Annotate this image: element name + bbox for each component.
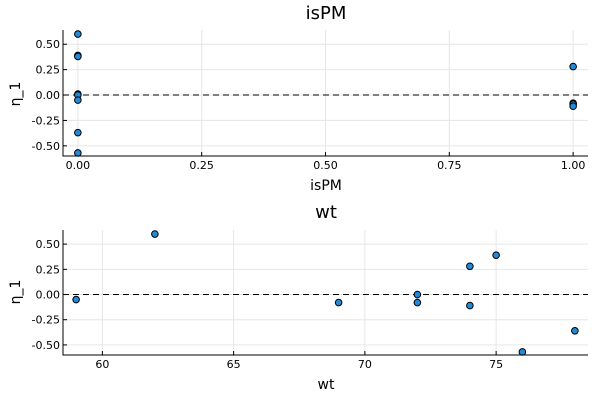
data-point bbox=[334, 298, 343, 307]
y-tick-label: -0.25 bbox=[32, 114, 60, 127]
panel-title: wt bbox=[315, 202, 337, 223]
data-point bbox=[569, 102, 577, 111]
y-tick-labels: -0.50 -0.25 0.00 0.25 0.50 bbox=[32, 238, 67, 352]
x-axis-label: wt bbox=[318, 377, 335, 393]
y-tick-label: 0.00 bbox=[36, 289, 61, 302]
x-tick-label: 0.00 bbox=[66, 159, 91, 172]
data-point bbox=[413, 298, 422, 307]
y-tick-label: 0.00 bbox=[36, 89, 61, 102]
y-tick-label: -0.50 bbox=[32, 140, 60, 153]
data-point bbox=[74, 30, 82, 38]
x-tick-label: 75 bbox=[489, 358, 503, 371]
y-tick-label: -0.25 bbox=[32, 314, 60, 327]
x-tick-label: 70 bbox=[358, 358, 372, 371]
y-axis-label: η_1 bbox=[8, 280, 24, 305]
data-point bbox=[569, 62, 577, 71]
x-tick-labels: 60 65 70 75 bbox=[95, 351, 503, 371]
data-point bbox=[413, 290, 422, 299]
data-points bbox=[74, 30, 577, 157]
y-tick-label: 0.25 bbox=[36, 64, 61, 77]
data-point bbox=[151, 230, 159, 238]
panel-title: isPM bbox=[306, 3, 347, 24]
x-axis-label: isPM bbox=[310, 178, 342, 194]
data-points bbox=[72, 230, 579, 356]
data-point bbox=[74, 149, 82, 157]
data-point bbox=[492, 251, 500, 260]
y-tick-labels: -0.50 -0.25 0.00 0.25 0.50 bbox=[32, 38, 67, 153]
y-tick-label: 0.50 bbox=[36, 238, 61, 251]
axis-frame bbox=[62, 230, 588, 356]
axis-frame bbox=[62, 30, 588, 157]
grid-lines bbox=[63, 30, 588, 156]
data-point bbox=[571, 327, 579, 335]
data-point bbox=[74, 128, 82, 137]
x-tick-label: 1.00 bbox=[561, 159, 586, 172]
y-tick-label: 0.50 bbox=[36, 38, 61, 51]
y-tick-label: 0.25 bbox=[36, 263, 61, 276]
data-point bbox=[74, 96, 82, 104]
data-point bbox=[466, 262, 474, 271]
data-point bbox=[72, 295, 80, 304]
data-point bbox=[466, 301, 474, 310]
y-axis-label: η_1 bbox=[8, 82, 24, 107]
panel-wt: wt wt η_1 60 65 70 75 -0.50 -0.25 0.00 0.25 0.5… bbox=[8, 202, 588, 393]
x-tick-label: 0.25 bbox=[189, 159, 214, 172]
x-tick-label: 65 bbox=[227, 358, 241, 371]
x-tick-label: 0.75 bbox=[437, 159, 462, 172]
grid-lines bbox=[63, 230, 588, 355]
x-tick-label: 0.50 bbox=[313, 159, 338, 172]
panel-ispm: isPM isPM η_1 0.00 0.25 0.50 0.75 1.00 -0.50… bbox=[8, 3, 588, 194]
y-tick-label: -0.50 bbox=[32, 339, 60, 352]
data-point bbox=[518, 348, 527, 356]
x-tick-labels: 0.00 0.25 0.50 0.75 1.00 bbox=[66, 152, 586, 172]
x-tick-label: 60 bbox=[95, 358, 109, 371]
data-point bbox=[74, 52, 82, 61]
